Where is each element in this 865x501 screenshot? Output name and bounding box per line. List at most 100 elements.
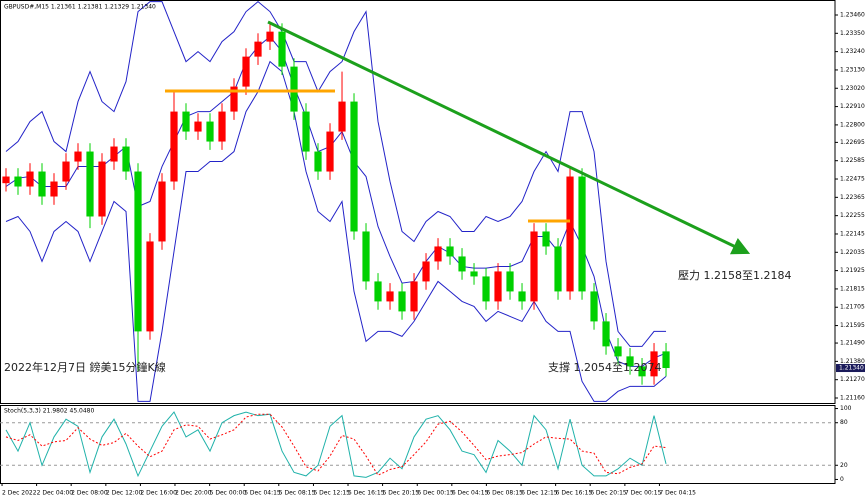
y-tick-label: 1.23350 (840, 30, 865, 37)
candle-body (2, 176, 10, 184)
candle-body (446, 246, 454, 257)
y-tick-label: 1.21380 (840, 358, 865, 365)
candle-body (242, 56, 250, 87)
stoch-panel (0, 405, 836, 484)
y-tick-label: 1.22585 (840, 157, 865, 164)
candle-body (386, 291, 394, 302)
candle-body (410, 281, 418, 312)
y-tick-label: 1.22145 (840, 230, 865, 237)
candle-body (134, 171, 142, 332)
x-tick-label: 5 Dec 04:15 (244, 490, 281, 497)
candle-body (590, 291, 598, 322)
y-tick-label: 1.22910 (840, 103, 865, 110)
y-tick-label: 1.23240 (840, 48, 865, 55)
candle-body (38, 171, 46, 197)
candle-body (614, 346, 622, 357)
stoch-line (5, 413, 667, 476)
candle-body (146, 241, 154, 332)
candle-body (494, 271, 502, 302)
x-tick-label: 2 Dec 12:00 (106, 490, 143, 497)
x-tick-label: 2 Dec 04:00 (37, 490, 74, 497)
candle-body (230, 86, 238, 112)
y-tick-label: 0 (840, 476, 844, 483)
y-tick-label: 1.22365 (840, 194, 865, 201)
candle-body (98, 161, 106, 217)
x-tick-label: 2 Dec 2022 (2, 490, 37, 497)
candle-body (506, 271, 514, 292)
candle-body (110, 146, 118, 162)
candle-body (170, 111, 178, 182)
x-tick-label: 6 Dec 20:15 (590, 490, 627, 497)
candle-body (290, 66, 298, 112)
y-tick-label: 100 (840, 405, 852, 412)
candle-body (542, 231, 550, 247)
annotation: 支撐 1.2054至1.2074 (548, 360, 661, 374)
y-tick-label: 1.22035 (840, 249, 865, 256)
x-tick-label: 7 Dec 04:15 (659, 490, 696, 497)
candle-body (302, 111, 310, 152)
x-tick-label: 2 Dec 16:00 (140, 490, 177, 497)
y-tick-label: 1.21815 (840, 285, 865, 292)
candle-body (206, 121, 214, 142)
candle-body (62, 161, 70, 182)
last-price-label: 1.21340 (839, 365, 864, 372)
x-tick-label: 2 Dec 20:00 (175, 490, 212, 497)
main-panel (0, 0, 836, 404)
candle-body (602, 321, 610, 347)
candle-body (530, 231, 538, 302)
candle-body (578, 176, 586, 292)
candle-body (650, 351, 658, 377)
y-tick-label: 1.23020 (840, 85, 865, 92)
y-tick-label: 1.21595 (840, 322, 865, 329)
y-tick-label: 20 (840, 462, 848, 469)
y-tick-label: 1.21925 (840, 267, 865, 274)
y-tick-label: 80 (840, 419, 848, 426)
y-tick-label: 1.23130 (840, 66, 865, 73)
y-tick-label: 1.21270 (840, 376, 865, 383)
last-price-marker (836, 364, 865, 373)
candle-body (518, 291, 526, 302)
x-tick-label: 6 Dec 04:15 (452, 490, 489, 497)
trend-line (267, 20, 751, 255)
candle-body (182, 111, 190, 132)
y-tick-label: 1.22800 (840, 121, 865, 128)
candle-body (470, 271, 478, 277)
y-tick-label: 1.22255 (840, 212, 865, 219)
y-tick-label: 1.21160 (840, 395, 865, 402)
candle-body (626, 356, 634, 367)
candle-body (566, 176, 574, 292)
chart-title: GBPUSD#,M15 1.21361 1.21381 1.21329 1.21… (4, 4, 156, 11)
candle-body (74, 151, 82, 162)
y-tick-label: 1.22475 (840, 176, 865, 183)
y-tick-label: 1.21705 (840, 304, 865, 311)
annotation: 2022年12月7日 鎊美15分鐘K線 (4, 360, 166, 374)
annotation: 壓力 1.2158至1.2184 (678, 269, 791, 282)
candle-body (338, 101, 346, 132)
x-tick-label: 6 Dec 00:15 (417, 490, 454, 497)
candle-body (398, 291, 406, 312)
x-tick-label: 5 Dec 16:15 (348, 490, 385, 497)
candle-body (482, 276, 490, 302)
y-tick-label: 1.23460 (840, 11, 865, 18)
candle-body (26, 171, 34, 187)
bollinger-band (5, 60, 667, 402)
candle-body (158, 181, 166, 242)
bollinger-band (5, 1, 667, 347)
x-tick-label: 6 Dec 12:15 (521, 490, 558, 497)
candle-body (554, 246, 562, 292)
candle-body (434, 246, 442, 262)
candle-body (122, 146, 130, 172)
candle-body (314, 151, 322, 172)
candle-body (326, 131, 334, 172)
candle-body (218, 111, 226, 142)
x-tick-label: 5 Dec 08:15 (279, 490, 316, 497)
x-tick-label: 5 Dec 12:15 (313, 490, 350, 497)
x-tick-label: 7 Dec 00:15 (625, 490, 662, 497)
candle-body (458, 256, 466, 272)
candle-body (362, 231, 370, 282)
candle-body (662, 351, 670, 369)
candle-body (350, 101, 358, 232)
candle-body (422, 261, 430, 282)
